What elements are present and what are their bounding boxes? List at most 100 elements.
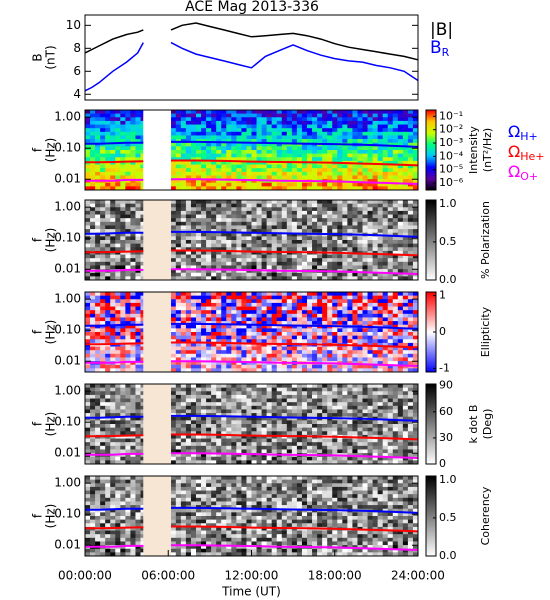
spectrogram-cell xyxy=(110,124,116,129)
spectrogram-cell xyxy=(266,160,272,165)
spectrogram-cell xyxy=(362,153,368,158)
spectrogram-cell xyxy=(352,117,358,122)
spectrogram-cell xyxy=(291,364,298,369)
spectrogram-cell xyxy=(256,240,262,244)
spectrogram-cell xyxy=(140,335,146,340)
spectrogram-cell xyxy=(95,302,101,307)
spectrogram-cell xyxy=(367,398,373,403)
spectrogram-cell xyxy=(412,229,419,234)
spectrogram-cell xyxy=(190,210,197,215)
spectrogram-cell xyxy=(130,357,136,362)
spectrogram-cell xyxy=(362,128,368,133)
spectrogram-cell xyxy=(407,302,414,307)
spectrogram-cell xyxy=(261,142,267,147)
spectrogram-cell xyxy=(291,214,298,219)
spectrogram-cell xyxy=(105,339,111,344)
spectrogram-cell xyxy=(301,258,308,263)
spectrogram-cell xyxy=(337,164,343,169)
spectrogram-cell xyxy=(201,210,207,215)
spectrogram-cell xyxy=(241,207,247,212)
spectrogram-cell xyxy=(206,218,212,223)
spectrogram-cell xyxy=(175,247,182,252)
spectrogram-cell xyxy=(140,306,146,311)
spectrogram-cell xyxy=(362,171,368,176)
spectrogram-cell xyxy=(397,254,404,259)
spectrogram-cell xyxy=(251,321,257,326)
spectrogram-cell xyxy=(271,353,278,358)
spectrogram-cell xyxy=(261,302,267,307)
spectrogram-cell xyxy=(125,175,131,180)
spectrogram-cell xyxy=(307,221,313,226)
spectrogram-cell xyxy=(347,384,353,388)
colorbar-step xyxy=(426,178,436,181)
spectrogram-cell xyxy=(221,214,227,219)
spectrogram-cell xyxy=(95,261,101,266)
spectrogram-cell xyxy=(256,250,262,255)
spectrogram-cell xyxy=(231,276,237,281)
spectrogram-cell xyxy=(196,357,202,362)
spectrogram-cell xyxy=(317,150,323,154)
spectrogram-cell xyxy=(357,276,363,281)
spectrogram-cell xyxy=(216,269,222,274)
spectrogram-cell xyxy=(352,364,358,369)
spectrogram-cell xyxy=(85,210,91,215)
spectrogram-cell xyxy=(196,150,202,154)
spectrogram-cell xyxy=(307,394,313,399)
spectrogram-cell xyxy=(271,157,278,162)
spectrogram-cell xyxy=(382,168,389,173)
spectrogram-cell xyxy=(196,225,202,230)
spectrogram-cell xyxy=(312,157,318,162)
spectrogram-cell xyxy=(317,313,323,318)
spectrogram-cell xyxy=(407,295,414,300)
spectrogram-cell xyxy=(185,346,192,351)
spectrogram-cell xyxy=(105,135,111,140)
spectrogram-cell xyxy=(211,164,217,169)
spectrogram-cell xyxy=(327,339,333,344)
spectrogram-cell xyxy=(85,225,91,230)
spectrogram-cell xyxy=(347,124,353,129)
colorbar-step xyxy=(426,216,436,219)
colorbar-step xyxy=(426,316,436,319)
spectrogram-cell xyxy=(95,171,101,176)
spectrogram-cell xyxy=(372,175,378,180)
spectrogram-cell xyxy=(236,364,242,369)
spectrogram-cell xyxy=(175,210,182,215)
spectrogram-cell xyxy=(276,265,283,270)
spectrogram-cell xyxy=(170,240,177,244)
spectrogram-cell xyxy=(402,313,409,318)
spectrogram-cell xyxy=(377,157,383,162)
spectrogram-cell xyxy=(100,387,106,392)
spectrogram-cell xyxy=(221,295,227,300)
spectrogram-cell xyxy=(256,186,262,191)
spectrogram-cell xyxy=(221,292,227,296)
spectrogram-cell xyxy=(226,254,232,259)
spectrogram-cell xyxy=(231,243,237,248)
spectrogram-cell xyxy=(251,261,257,266)
spectrogram-cell xyxy=(261,292,267,296)
spectrogram-cell xyxy=(140,324,146,329)
spectrogram-cell xyxy=(327,350,333,355)
spectrogram-cell xyxy=(85,295,91,300)
spectrogram-cell xyxy=(276,310,283,315)
spectrogram-cell xyxy=(241,135,247,140)
spectrogram-cell xyxy=(196,135,202,140)
y-tick-label: 1.00 xyxy=(54,292,81,306)
spectrogram-cell xyxy=(271,272,278,277)
spectrogram-cell xyxy=(296,306,303,311)
spectrogram-cell xyxy=(261,394,267,399)
spectrogram-cell xyxy=(317,310,323,315)
spectrogram-cell xyxy=(291,368,298,373)
spectrogram-cell xyxy=(85,117,91,122)
colorbar-step xyxy=(426,150,436,153)
spectrogram-cell xyxy=(236,384,242,388)
spectrogram-cell xyxy=(110,214,116,219)
spectrogram-cell xyxy=(115,258,121,263)
spectrogram-cell xyxy=(367,357,373,362)
spectrogram-cell xyxy=(337,310,343,315)
spectrogram-cell xyxy=(246,110,252,114)
spectrogram-cell xyxy=(327,357,333,362)
series-line xyxy=(84,41,419,92)
spectrogram-cell xyxy=(296,317,303,322)
spectrogram-cell xyxy=(271,335,278,340)
spectrogram-cell xyxy=(367,200,373,204)
